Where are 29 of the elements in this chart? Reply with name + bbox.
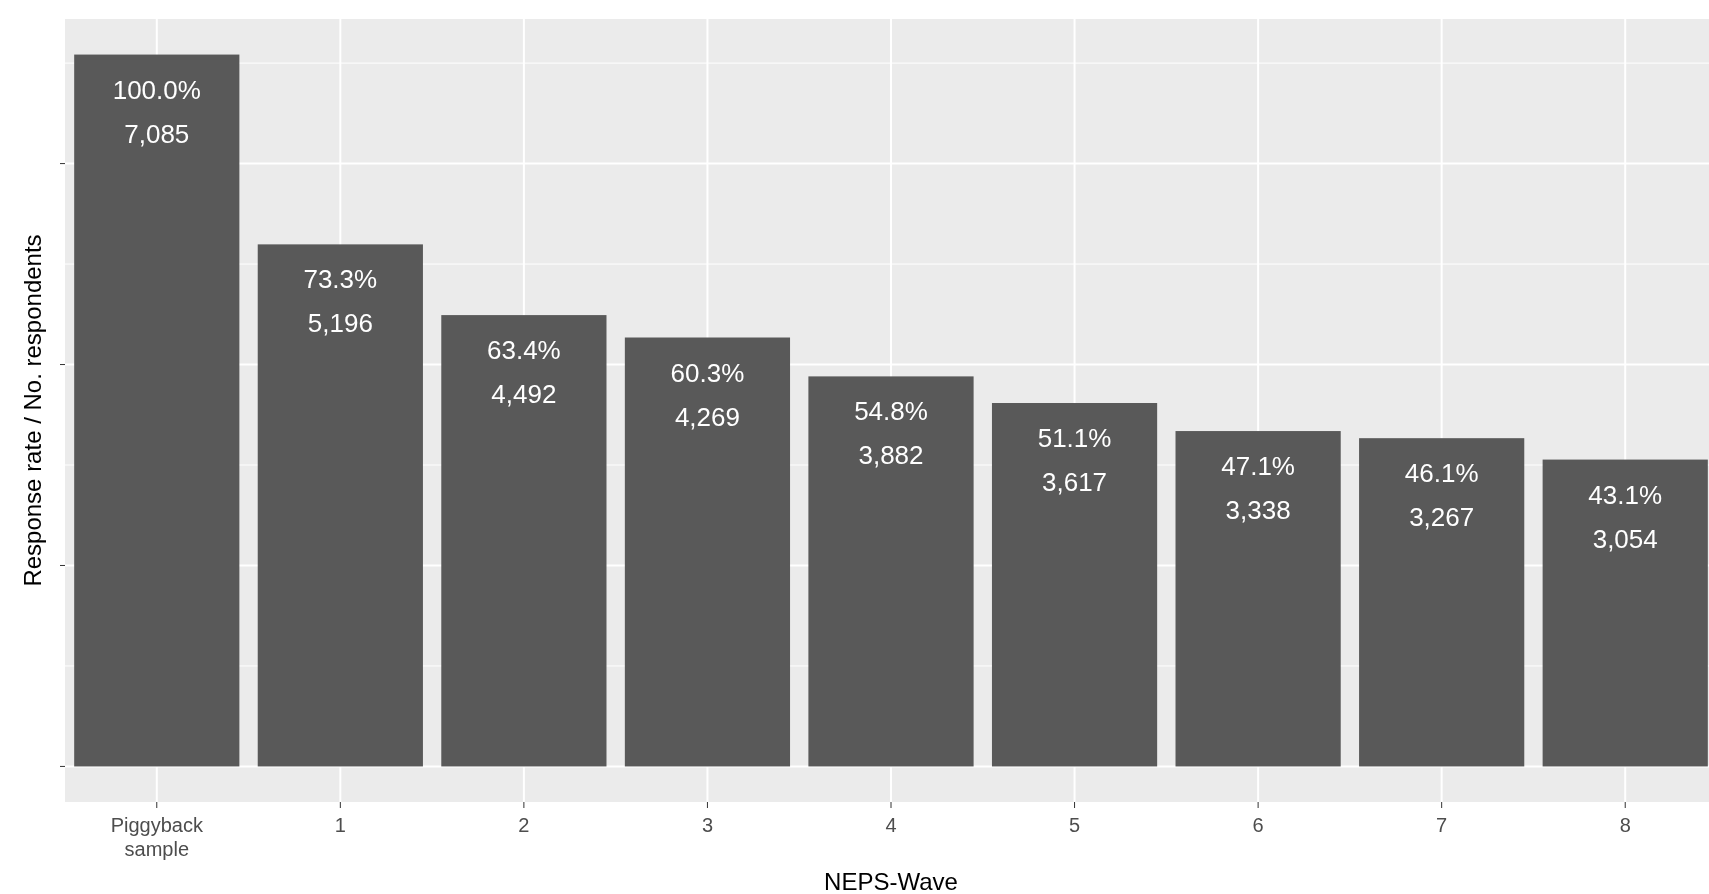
data-label: 63.4% 4,492: [487, 335, 561, 410]
data-label: 43.1% 3,054: [1588, 479, 1663, 554]
bar: [257, 244, 423, 767]
x-tick-label: 7: [1436, 814, 1448, 836]
x-tick-label: 1: [334, 814, 346, 836]
x-tick-label: 3: [701, 814, 714, 836]
data-label: 60.3% 4,269: [670, 357, 745, 432]
data-label: 51.1% 3,617: [1037, 423, 1112, 498]
x-tick-label: Piggyback sample: [110, 814, 204, 860]
bar: [1542, 459, 1708, 767]
bar: [441, 315, 607, 767]
data-label: 100.0% 7,085: [112, 74, 201, 149]
bar: [74, 54, 240, 767]
data-label: 54.8% 3,882: [854, 396, 928, 471]
x-tick-label: 2: [518, 814, 530, 836]
bar: [808, 376, 974, 767]
bar: [991, 403, 1158, 767]
x-tick-label: 6: [1252, 814, 1264, 836]
bar: [1359, 438, 1525, 767]
data-label: 73.3% 5,196: [303, 264, 378, 339]
x-tick-label: 8: [1619, 814, 1631, 836]
x-tick-label: 4: [885, 814, 897, 836]
x-tick-label: 5: [1068, 814, 1081, 836]
bar: [1175, 431, 1341, 767]
data-label: 47.1% 3,338: [1221, 451, 1295, 526]
data-label: 46.1% 3,267: [1404, 458, 1479, 533]
x-axis-title: NEPS-Wave: [824, 868, 958, 894]
y-axis-title: Response rate / No. respondents: [19, 234, 46, 587]
bar: [624, 337, 791, 767]
